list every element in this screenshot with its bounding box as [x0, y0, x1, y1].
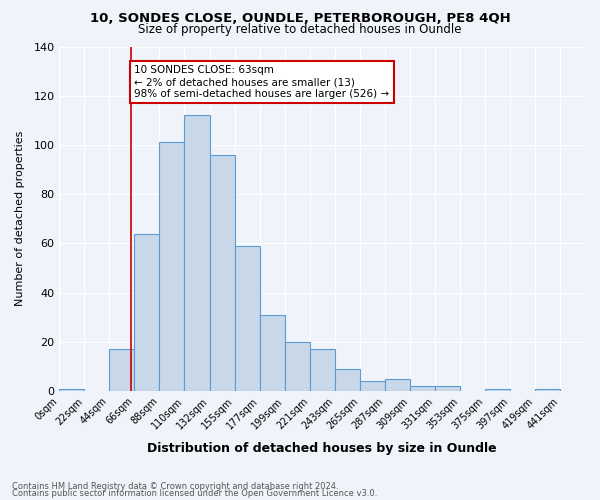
Bar [209, 155, 235, 391]
Bar [310, 350, 335, 391]
Bar [160, 142, 184, 391]
Bar [260, 315, 284, 391]
Bar [59, 388, 85, 391]
Text: Contains public sector information licensed under the Open Government Licence v3: Contains public sector information licen… [12, 488, 377, 498]
Text: 10 SONDES CLOSE: 63sqm
← 2% of detached houses are smaller (13)
98% of semi-deta: 10 SONDES CLOSE: 63sqm ← 2% of detached … [134, 66, 389, 98]
Text: 10, SONDES CLOSE, OUNDLE, PETERBOROUGH, PE8 4QH: 10, SONDES CLOSE, OUNDLE, PETERBOROUGH, … [89, 12, 511, 26]
X-axis label: Distribution of detached houses by size in Oundle: Distribution of detached houses by size … [148, 442, 497, 455]
Text: Contains HM Land Registry data © Crown copyright and database right 2024.: Contains HM Land Registry data © Crown c… [12, 482, 338, 491]
Bar [435, 386, 460, 391]
Bar [485, 388, 510, 391]
Text: Size of property relative to detached houses in Oundle: Size of property relative to detached ho… [138, 24, 462, 36]
Bar [235, 246, 260, 391]
Bar [335, 369, 360, 391]
Bar [385, 379, 410, 391]
Bar [109, 350, 134, 391]
Bar [134, 234, 160, 391]
Bar [184, 116, 209, 391]
Bar [410, 386, 435, 391]
Bar [535, 388, 560, 391]
Bar [360, 382, 385, 391]
Bar [284, 342, 310, 391]
Y-axis label: Number of detached properties: Number of detached properties [15, 131, 25, 306]
